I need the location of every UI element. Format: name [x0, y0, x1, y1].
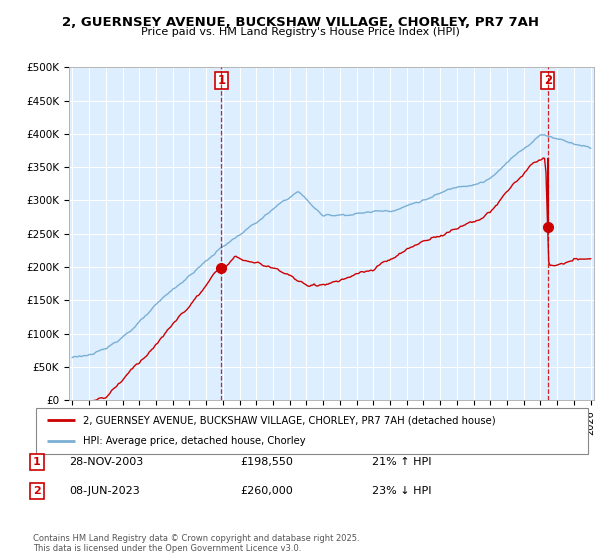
- Text: 28-NOV-2003: 28-NOV-2003: [69, 457, 143, 467]
- Text: 2: 2: [544, 74, 552, 87]
- Text: 1: 1: [33, 457, 41, 467]
- Text: 23% ↓ HPI: 23% ↓ HPI: [372, 486, 431, 496]
- Text: 2, GUERNSEY AVENUE, BUCKSHAW VILLAGE, CHORLEY, PR7 7AH (detached house): 2, GUERNSEY AVENUE, BUCKSHAW VILLAGE, CH…: [83, 415, 496, 425]
- Text: 2, GUERNSEY AVENUE, BUCKSHAW VILLAGE, CHORLEY, PR7 7AH: 2, GUERNSEY AVENUE, BUCKSHAW VILLAGE, CH…: [62, 16, 539, 29]
- Text: 1: 1: [217, 74, 226, 87]
- Text: 08-JUN-2023: 08-JUN-2023: [69, 486, 140, 496]
- Text: HPI: Average price, detached house, Chorley: HPI: Average price, detached house, Chor…: [83, 436, 305, 446]
- Text: £260,000: £260,000: [240, 486, 293, 496]
- Text: 21% ↑ HPI: 21% ↑ HPI: [372, 457, 431, 467]
- Text: £198,550: £198,550: [240, 457, 293, 467]
- Text: 2: 2: [33, 486, 41, 496]
- Text: Price paid vs. HM Land Registry's House Price Index (HPI): Price paid vs. HM Land Registry's House …: [140, 27, 460, 37]
- Text: Contains HM Land Registry data © Crown copyright and database right 2025.
This d: Contains HM Land Registry data © Crown c…: [33, 534, 359, 553]
